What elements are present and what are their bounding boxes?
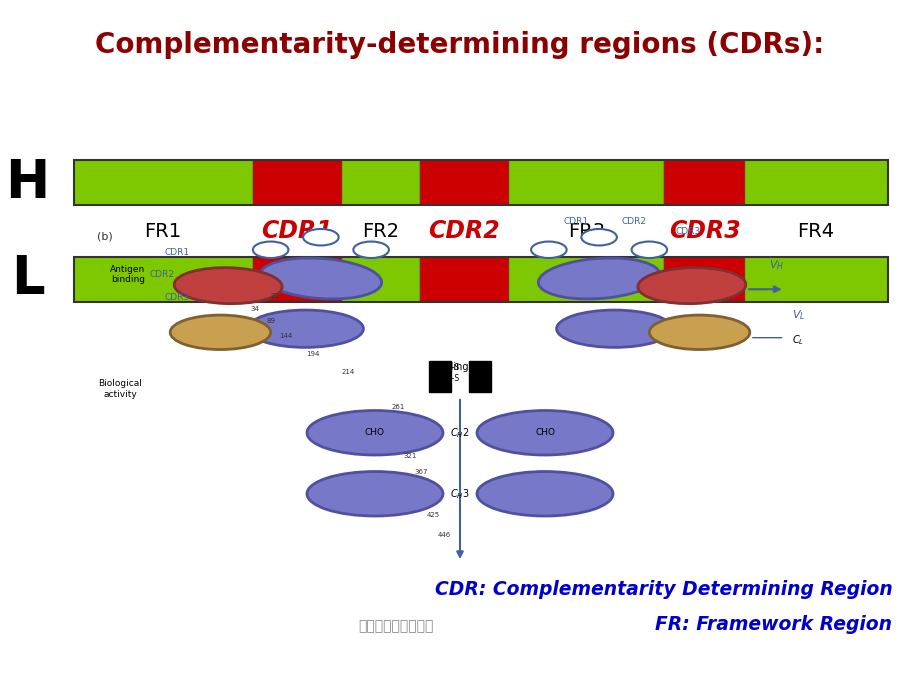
Circle shape [530, 241, 566, 258]
Text: Hinge: Hinge [446, 362, 473, 372]
Text: CDR2: CDR2 [149, 270, 174, 279]
Text: Complementarity-determining regions (CDRs):: Complementarity-determining regions (CDR… [96, 31, 823, 59]
Text: CDR2: CDR2 [620, 217, 646, 226]
FancyBboxPatch shape [508, 160, 664, 206]
Text: $V_H$: $V_H$ [768, 258, 784, 272]
Text: CDR2: CDR2 [428, 219, 500, 243]
Circle shape [630, 241, 666, 258]
Text: 89: 89 [266, 318, 275, 324]
Text: 免疫学常用实验方法: 免疫学常用实验方法 [357, 619, 433, 633]
FancyBboxPatch shape [469, 361, 491, 391]
Ellipse shape [260, 258, 381, 299]
Text: CDR1: CDR1 [165, 248, 189, 257]
Text: CHO: CHO [535, 428, 554, 437]
FancyBboxPatch shape [253, 160, 342, 206]
Ellipse shape [307, 411, 443, 455]
FancyBboxPatch shape [664, 160, 744, 206]
FancyBboxPatch shape [744, 160, 887, 206]
Text: S—S: S—S [442, 374, 459, 383]
Text: 321: 321 [403, 453, 416, 459]
Text: 261: 261 [391, 404, 404, 411]
FancyBboxPatch shape [419, 160, 508, 206]
FancyBboxPatch shape [419, 257, 508, 302]
Text: Biological
activity: Biological activity [98, 380, 142, 399]
Text: FR3: FR3 [567, 221, 605, 241]
Text: S—S: S—S [442, 363, 459, 372]
Text: $C_L$: $C_L$ [791, 333, 803, 347]
Text: CDR: Complementarity Determining Region: CDR: Complementarity Determining Region [434, 580, 891, 600]
Text: (b): (b) [96, 231, 112, 241]
Text: H: H [6, 157, 50, 209]
Ellipse shape [307, 471, 443, 516]
FancyBboxPatch shape [664, 257, 744, 302]
FancyBboxPatch shape [428, 361, 450, 391]
Text: 144: 144 [279, 333, 292, 339]
Ellipse shape [538, 258, 659, 299]
Text: FR2: FR2 [361, 221, 399, 241]
FancyBboxPatch shape [744, 257, 887, 302]
FancyBboxPatch shape [253, 257, 342, 302]
Text: CDR1: CDR1 [562, 217, 588, 226]
Text: 34: 34 [251, 306, 259, 312]
Text: 194: 194 [306, 351, 320, 357]
Circle shape [581, 229, 617, 246]
Text: CDR3: CDR3 [165, 293, 189, 302]
Text: CDR1: CDR1 [261, 219, 333, 243]
FancyBboxPatch shape [342, 257, 419, 302]
Ellipse shape [174, 268, 282, 304]
FancyBboxPatch shape [342, 160, 419, 206]
Circle shape [253, 241, 289, 258]
Text: FR1: FR1 [144, 221, 182, 241]
Circle shape [353, 241, 389, 258]
Ellipse shape [556, 310, 672, 347]
Ellipse shape [476, 411, 612, 455]
Text: FR: Framework Region: FR: Framework Region [654, 615, 891, 634]
Text: 214: 214 [341, 368, 354, 375]
Text: 22: 22 [270, 293, 278, 299]
Text: CDR3: CDR3 [668, 219, 740, 243]
Text: FR4: FR4 [797, 221, 834, 241]
Circle shape [302, 229, 338, 246]
Ellipse shape [476, 471, 612, 516]
Text: CHO: CHO [365, 428, 384, 437]
Text: $V_L$: $V_L$ [791, 308, 805, 322]
FancyBboxPatch shape [74, 160, 253, 206]
FancyBboxPatch shape [74, 257, 253, 302]
Text: 446: 446 [437, 532, 450, 538]
Ellipse shape [170, 315, 270, 350]
Text: 425: 425 [425, 512, 439, 518]
Text: $C_H$2: $C_H$2 [449, 426, 470, 440]
Text: CDR3: CDR3 [675, 226, 699, 235]
Text: L: L [11, 253, 44, 306]
Ellipse shape [637, 268, 745, 304]
Ellipse shape [649, 315, 749, 350]
Text: Antigen
binding: Antigen binding [110, 265, 145, 284]
Ellipse shape [247, 310, 363, 347]
Text: $C_H$3: $C_H$3 [449, 487, 470, 501]
FancyBboxPatch shape [508, 257, 664, 302]
Text: 367: 367 [414, 469, 427, 475]
